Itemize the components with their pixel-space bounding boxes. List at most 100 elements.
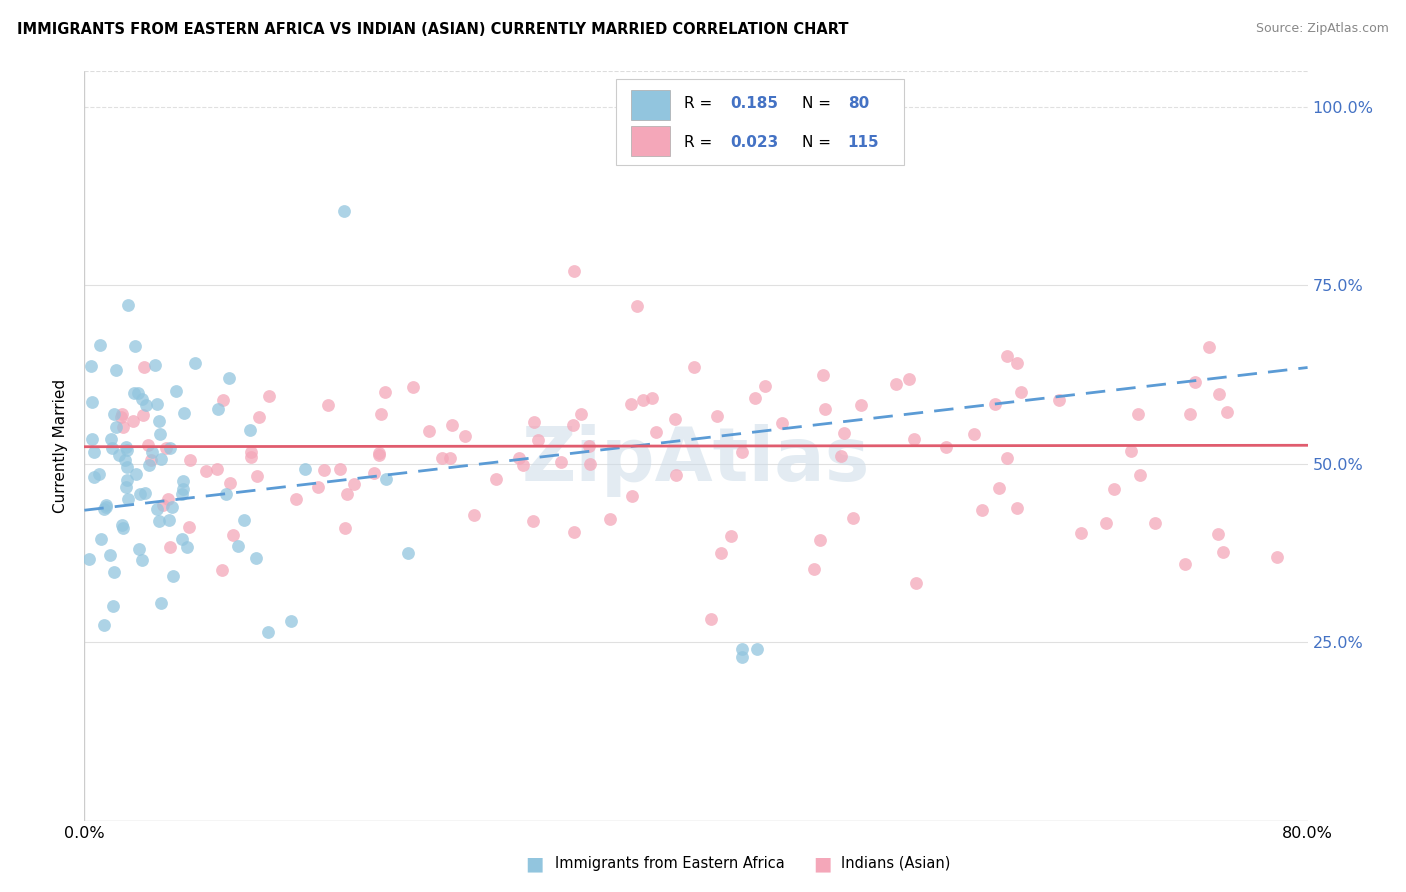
Point xyxy=(512,458,534,472)
Point xyxy=(211,563,233,577)
Point xyxy=(814,402,837,417)
Point xyxy=(259,389,281,403)
Point xyxy=(143,359,166,373)
Point xyxy=(645,425,668,440)
Point xyxy=(1265,549,1288,564)
Point xyxy=(1206,527,1229,541)
Point xyxy=(1005,500,1028,515)
Point xyxy=(316,398,339,412)
Point xyxy=(336,487,359,501)
Point xyxy=(77,552,100,566)
Point xyxy=(626,299,648,313)
Point xyxy=(454,429,477,443)
Point xyxy=(172,532,194,546)
Point xyxy=(972,503,994,517)
Point xyxy=(770,416,793,430)
Point xyxy=(226,539,249,553)
Point xyxy=(731,445,754,459)
Text: ■: ■ xyxy=(524,854,544,873)
Point xyxy=(1129,468,1152,483)
Point xyxy=(80,394,103,409)
Point xyxy=(430,451,453,466)
Point xyxy=(112,420,135,434)
Text: 115: 115 xyxy=(848,135,879,150)
Point xyxy=(117,473,139,487)
Point xyxy=(239,423,262,437)
Point xyxy=(176,540,198,554)
Point xyxy=(370,407,392,421)
Point xyxy=(983,397,1005,411)
Point xyxy=(112,521,135,535)
Point xyxy=(172,482,194,496)
Point xyxy=(832,425,855,440)
Point xyxy=(80,432,103,446)
Point xyxy=(159,540,181,554)
Point xyxy=(93,618,115,632)
Point xyxy=(631,393,654,408)
Text: N =: N = xyxy=(803,135,837,150)
Point xyxy=(569,408,592,422)
Point xyxy=(884,376,907,391)
Point xyxy=(700,612,723,626)
Point xyxy=(1070,526,1092,541)
Point xyxy=(599,511,621,525)
Point xyxy=(463,508,485,523)
Point xyxy=(132,408,155,422)
Point xyxy=(83,470,105,484)
Point xyxy=(508,450,530,465)
Point xyxy=(101,599,124,613)
Point xyxy=(124,339,146,353)
Point xyxy=(165,384,187,398)
Point xyxy=(402,380,425,394)
Point xyxy=(731,649,754,664)
Point xyxy=(550,455,572,469)
Point xyxy=(145,396,167,410)
Point xyxy=(152,498,174,512)
Point xyxy=(89,338,111,352)
Point xyxy=(214,487,236,501)
Point xyxy=(1094,516,1116,531)
Point xyxy=(830,449,852,463)
Point xyxy=(897,371,920,385)
Point xyxy=(159,441,181,455)
Point xyxy=(232,513,254,527)
Point xyxy=(100,432,122,446)
FancyBboxPatch shape xyxy=(616,78,904,165)
Point xyxy=(284,491,307,506)
Point xyxy=(418,424,440,438)
Point xyxy=(207,402,229,417)
Point xyxy=(212,393,235,408)
Point xyxy=(90,532,112,546)
Point xyxy=(172,474,194,488)
Point xyxy=(136,438,159,452)
Point xyxy=(134,485,156,500)
Point xyxy=(125,467,148,482)
Point xyxy=(374,385,396,400)
Point xyxy=(179,452,201,467)
Point xyxy=(150,452,173,467)
Text: N =: N = xyxy=(803,96,837,112)
Point xyxy=(368,448,391,462)
Point xyxy=(162,569,184,583)
Point xyxy=(579,457,602,471)
FancyBboxPatch shape xyxy=(631,90,671,120)
Text: ■: ■ xyxy=(813,854,832,873)
Point xyxy=(731,642,754,657)
Point xyxy=(115,443,138,458)
Point xyxy=(744,391,766,405)
Point xyxy=(333,203,356,218)
Point xyxy=(247,409,270,424)
Point xyxy=(1144,516,1167,530)
Point xyxy=(105,419,128,434)
Point xyxy=(156,491,179,506)
Point xyxy=(131,392,153,406)
Point xyxy=(562,524,585,539)
Text: ZipAtlas: ZipAtlas xyxy=(522,425,870,498)
Point xyxy=(218,371,240,385)
Point xyxy=(280,614,302,628)
Point xyxy=(523,415,546,429)
Text: Source: ZipAtlas.com: Source: ZipAtlas.com xyxy=(1256,22,1389,36)
Point xyxy=(803,562,825,576)
Point xyxy=(988,481,1011,495)
Point xyxy=(128,542,150,557)
